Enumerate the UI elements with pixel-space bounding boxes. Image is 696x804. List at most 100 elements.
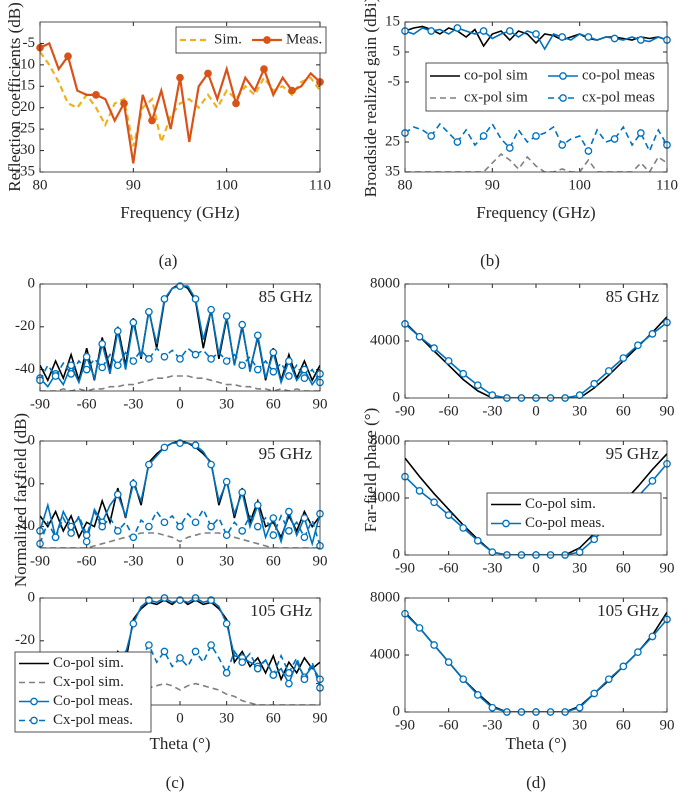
point-marker <box>129 357 138 365</box>
y-tick-label: -15 <box>15 78 35 94</box>
point-marker <box>113 490 122 499</box>
y-axis-label: Normalized far field (dB) <box>11 413 30 587</box>
y-tick-label: 0 <box>28 432 36 448</box>
x-tick-label: -90 <box>30 553 50 569</box>
point-marker <box>113 327 122 335</box>
point-marker <box>191 295 200 303</box>
caption: (a) <box>159 251 178 270</box>
point-marker <box>444 511 453 519</box>
point-marker <box>191 441 200 450</box>
point-marker <box>453 24 462 32</box>
point-marker <box>222 477 231 486</box>
point-marker <box>584 33 593 41</box>
legend-label: Meas. <box>286 31 322 47</box>
y-tick-label: -20 <box>15 99 35 115</box>
point-marker <box>98 363 107 372</box>
point-marker <box>129 619 138 628</box>
point-marker <box>532 30 540 38</box>
x-tick-label: 80 <box>33 177 48 193</box>
point-marker <box>160 443 169 452</box>
point-marker <box>191 518 200 527</box>
point-marker <box>145 355 153 363</box>
series-line <box>40 375 320 391</box>
point-marker <box>67 361 75 370</box>
point-marker <box>222 619 231 628</box>
point-marker <box>575 548 584 557</box>
point-marker <box>269 514 278 522</box>
y-tick-label: 25 <box>385 133 400 149</box>
x-tick-label: 60 <box>616 717 631 733</box>
point-marker <box>285 679 293 688</box>
x-tick-label: -30 <box>482 717 502 733</box>
x-tick-label: 90 <box>313 710 328 726</box>
point-marker <box>269 367 278 376</box>
point-marker <box>648 632 657 641</box>
x-tick-label: -60 <box>439 717 459 733</box>
chart-panel: -90 -60 -30 0 30 60 90 0 4000 8000 95 GHz Far-field… <box>361 408 675 577</box>
point-marker <box>176 282 184 290</box>
point-marker <box>590 689 599 698</box>
annotation: 85 GHz <box>259 287 313 306</box>
chart-panel: -90 -60 -30 0 30 60 90 0 4000 8000 105 GHz Theta (°… <box>370 589 675 791</box>
point-marker <box>82 531 91 540</box>
point-marker <box>288 86 296 95</box>
point-marker <box>253 522 262 531</box>
point-marker <box>145 460 153 469</box>
legend-marker <box>263 36 271 44</box>
point-marker <box>113 527 122 535</box>
point-marker <box>176 522 184 531</box>
x-tick-label: 0 <box>532 717 540 733</box>
point-marker <box>148 116 156 125</box>
point-marker <box>176 73 184 82</box>
point-marker <box>191 647 200 656</box>
y-tick-label: -20 <box>15 632 35 648</box>
point-marker <box>160 352 169 361</box>
x-axis-label: Theta (°) <box>149 734 210 753</box>
point-marker <box>558 33 567 41</box>
x-tick-label: 30 <box>219 396 234 412</box>
point-marker <box>207 641 215 649</box>
point-marker <box>269 671 278 679</box>
point-marker <box>67 529 75 537</box>
series-line <box>40 682 320 705</box>
caption: (c) <box>166 773 185 792</box>
point-marker <box>176 596 184 604</box>
y-tick-label: 5 <box>393 43 401 59</box>
point-marker <box>207 522 215 531</box>
axes-box <box>39 21 321 173</box>
series-line <box>40 284 320 384</box>
point-marker <box>145 641 153 649</box>
x-tick-label: -90 <box>30 396 50 412</box>
point-marker <box>160 295 169 303</box>
legend-label: Co-pol sim. <box>53 655 124 671</box>
point-marker <box>604 675 613 684</box>
point-marker <box>285 669 293 677</box>
annotation: 105 GHz <box>250 601 312 620</box>
point-marker <box>204 69 212 78</box>
point-marker <box>222 357 231 365</box>
point-marker <box>415 624 424 632</box>
point-marker <box>505 27 514 35</box>
point-marker <box>300 514 309 522</box>
chart-panel: -90 -60 -30 0 30 60 90 0 -20 -40 95 GHz Normalized … <box>11 413 328 587</box>
point-marker <box>145 522 153 531</box>
y-tick-label: -35 <box>15 163 35 179</box>
point-marker <box>222 669 231 677</box>
x-axis-label: Frequency (GHz) <box>120 203 239 222</box>
point-marker <box>67 370 75 378</box>
x-tick-label: 60 <box>266 710 281 726</box>
point-marker <box>253 501 262 510</box>
point-marker <box>558 141 567 149</box>
point-marker <box>238 361 247 370</box>
y-axis-label: Far-field phase (°) <box>361 408 380 532</box>
point-marker <box>584 147 593 155</box>
series-line <box>405 25 667 48</box>
point-marker <box>488 548 497 557</box>
point-marker <box>176 654 184 662</box>
point-marker <box>590 535 599 544</box>
y-tick-label: 0 <box>393 703 401 719</box>
point-marker <box>269 348 278 357</box>
point-marker <box>488 391 497 399</box>
point-marker <box>479 27 488 35</box>
y-tick-label: 8000 <box>370 432 400 448</box>
